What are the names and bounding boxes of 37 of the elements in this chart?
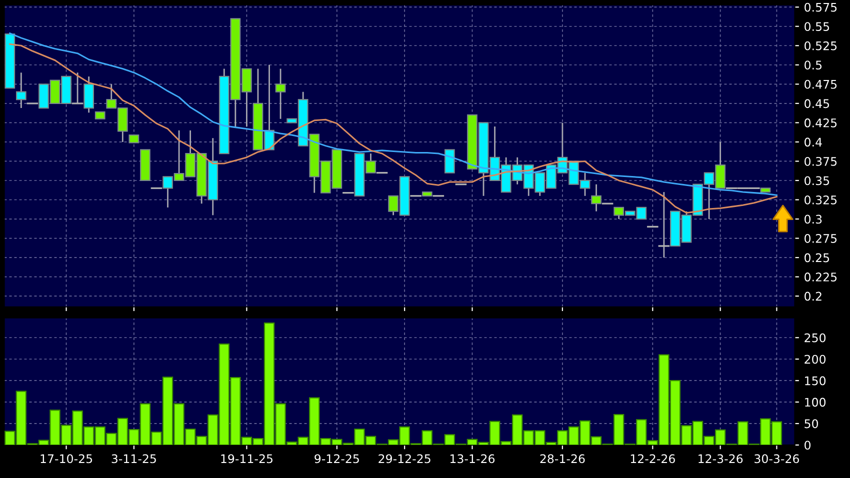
x-tick-label: 9-12-25 xyxy=(314,454,359,464)
y-tick-label: 200 xyxy=(804,354,826,364)
y-tick-label: 0.375 xyxy=(804,156,837,166)
x-tick-label: 13-1-26 xyxy=(450,454,495,464)
y-tick-label: 0.2 xyxy=(804,292,822,301)
x-tick-label: 29-12-25 xyxy=(378,454,430,464)
candlestick xyxy=(16,72,26,109)
y-tick-label: 0.425 xyxy=(804,118,837,128)
x-tick-label: 30-3-26 xyxy=(754,454,799,464)
y-tick-label: 0.575 xyxy=(804,2,837,12)
y-tick-label: 0.475 xyxy=(804,80,837,89)
y-tick-label: 0.35 xyxy=(804,176,830,186)
candlestick xyxy=(275,68,286,120)
y-tick-label: 0.325 xyxy=(804,195,837,204)
y-tick-label: 100 xyxy=(805,398,826,407)
y-tick-label: 0.275 xyxy=(804,234,837,243)
y-tick-label: 0.4 xyxy=(804,138,822,147)
x-tick-label: 12-2-26 xyxy=(630,454,675,464)
x-tick-label: 19-11-25 xyxy=(221,454,272,464)
line-series xyxy=(9,43,778,214)
y-tick-label: 0.55 xyxy=(804,22,830,32)
x-tick-label: 28-1-26 xyxy=(540,454,585,464)
y-tick-label: 0.45 xyxy=(804,99,830,108)
x-tick-label: 3-11-25 xyxy=(112,454,156,464)
y-tick-label: 0.525 xyxy=(804,41,837,50)
line-series xyxy=(9,32,778,196)
candlestick xyxy=(444,149,455,174)
y-tick-label: 0.3 xyxy=(804,214,822,224)
y-tick-label: 150 xyxy=(805,376,826,386)
y-tick-label: 0.5 xyxy=(804,60,822,70)
y-tick-label: 0.225 xyxy=(804,272,837,282)
y-tick-label: 250 xyxy=(804,333,826,342)
y-tick-label: 0.25 xyxy=(804,253,830,262)
x-tick-label: 12-3-26 xyxy=(698,454,743,464)
x-tick-label: 17-10-25 xyxy=(40,454,92,464)
y-tick-label: 50 xyxy=(804,419,818,428)
y-tick-label: 0 xyxy=(804,440,811,450)
